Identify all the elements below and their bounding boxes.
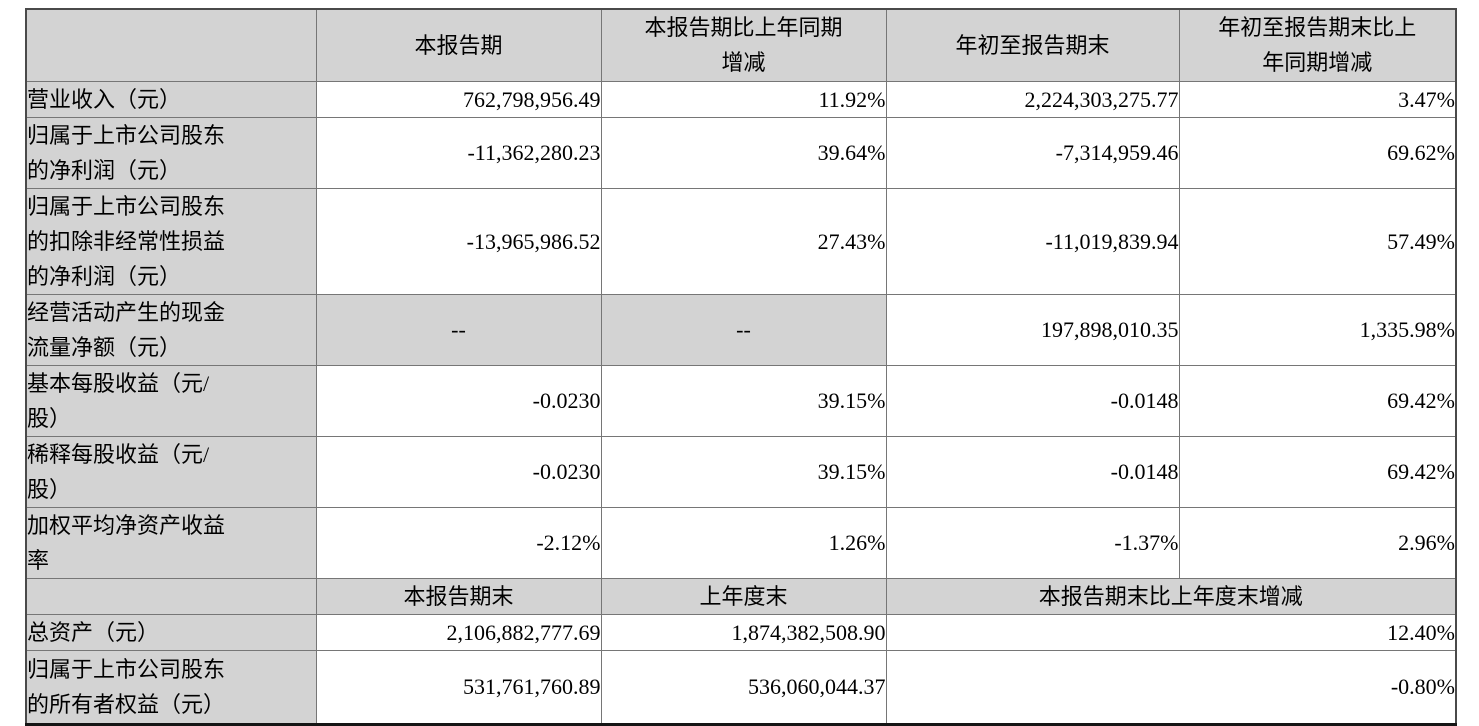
cell-value: 1,335.98%: [1178, 293, 1457, 366]
table-row-basic-eps: 基本每股收益（元/ 股） -0.0230 39.15% -0.0148 69.4…: [25, 364, 1457, 437]
cell-value: 531,761,760.89: [315, 649, 602, 725]
cell-value: 1,874,382,508.90: [600, 613, 887, 651]
cell-value: 2,106,882,777.69: [315, 613, 602, 651]
row-label: 稀释每股收益（元/ 股）: [25, 435, 317, 508]
period-end-header-row: 本报告期末 上年度末 本报告期末比上年度末增减: [25, 577, 1457, 615]
cell-value: 57.49%: [1178, 187, 1457, 295]
table-row-equity: 归属于上市公司股东 的所有者权益（元） 531,761,760.89 536,0…: [25, 649, 1457, 725]
cell-value: 69.42%: [1178, 364, 1457, 437]
cell-value: 3.47%: [1178, 80, 1457, 118]
table-row-net-profit-excl-nonrecurring: 归属于上市公司股东 的扣除非经常性损益 的净利润（元） -13,965,986.…: [25, 187, 1457, 295]
cell-value: 69.42%: [1178, 435, 1457, 508]
cell-value: -13,965,986.52: [315, 187, 602, 295]
cell-value: 1.26%: [600, 506, 887, 579]
cell-value: -0.0230: [315, 364, 602, 437]
cell-value: -0.0148: [885, 364, 1180, 437]
header-yoy-change: 本报告期比上年同期 增减: [600, 8, 887, 82]
row-label: 归属于上市公司股东 的扣除非经常性损益 的净利润（元）: [25, 187, 317, 295]
cell-value: -1.37%: [885, 506, 1180, 579]
cell-value: 27.43%: [600, 187, 887, 295]
cell-value: --: [600, 293, 887, 366]
cell-value: 197,898,010.35: [885, 293, 1180, 366]
cell-value: 762,798,956.49: [315, 80, 602, 118]
cell-value: 536,060,044.37: [600, 649, 887, 725]
cell-value: 2.96%: [1178, 506, 1457, 579]
cell-value: -0.0230: [315, 435, 602, 508]
table-row-operating-cash-flow: 经营活动产生的现金 流量净额（元） -- -- 197,898,010.35 1…: [25, 293, 1457, 366]
cell-value: 12.40%: [885, 613, 1457, 651]
header-ytd: 年初至报告期末: [885, 8, 1180, 82]
row-label: 总资产（元）: [25, 613, 317, 651]
header-ytd-yoy-change: 年初至报告期末比上 年同期增减: [1178, 8, 1457, 82]
cell-value: 2,224,303,275.77: [885, 80, 1180, 118]
cell-value: -11,362,280.23: [315, 116, 602, 189]
header-current-period: 本报告期: [315, 8, 602, 82]
row-label: 基本每股收益（元/ 股）: [25, 364, 317, 437]
table-row-weighted-avg-roe: 加权平均净资产收益 率 -2.12% 1.26% -1.37% 2.96%: [25, 506, 1457, 579]
row-label: 归属于上市公司股东 的净利润（元）: [25, 116, 317, 189]
table-row-operating-revenue: 营业收入（元） 762,798,956.49 11.92% 2,224,303,…: [25, 80, 1457, 118]
cell-value: -2.12%: [315, 506, 602, 579]
cell-value: -0.80%: [885, 649, 1457, 725]
header-end-vs-prior-year-change: 本报告期末比上年度末增减: [885, 577, 1457, 615]
row-label: 加权平均净资产收益 率: [25, 506, 317, 579]
cell-value: -11,019,839.94: [885, 187, 1180, 295]
cell-value: 39.64%: [600, 116, 887, 189]
cell-value: 39.15%: [600, 364, 887, 437]
financial-summary-table: 本报告期 本报告期比上年同期 增减 年初至报告期末 年初至报告期末比上 年同期增…: [25, 8, 1457, 726]
cell-value: 11.92%: [600, 80, 887, 118]
cell-value: -0.0148: [885, 435, 1180, 508]
row-label: 经营活动产生的现金 流量净额（元）: [25, 293, 317, 366]
header-current-period-end: 本报告期末: [315, 577, 602, 615]
row-label: 营业收入（元）: [25, 80, 317, 118]
cell-value: --: [315, 293, 602, 366]
table-row-net-profit: 归属于上市公司股东 的净利润（元） -11,362,280.23 39.64% …: [25, 116, 1457, 189]
header-prior-year-end: 上年度末: [600, 577, 887, 615]
cell-value: 39.15%: [600, 435, 887, 508]
header-corner: [25, 8, 317, 82]
table-row-total-assets: 总资产（元） 2,106,882,777.69 1,874,382,508.90…: [25, 613, 1457, 651]
row-label: 归属于上市公司股东 的所有者权益（元）: [25, 649, 317, 725]
table-row-diluted-eps: 稀释每股收益（元/ 股） -0.0230 39.15% -0.0148 69.4…: [25, 435, 1457, 508]
period-header-row: 本报告期 本报告期比上年同期 增减 年初至报告期末 年初至报告期末比上 年同期增…: [25, 8, 1457, 82]
cell-value: -7,314,959.46: [885, 116, 1180, 189]
header-corner-2: [25, 577, 317, 615]
cell-value: 69.62%: [1178, 116, 1457, 189]
